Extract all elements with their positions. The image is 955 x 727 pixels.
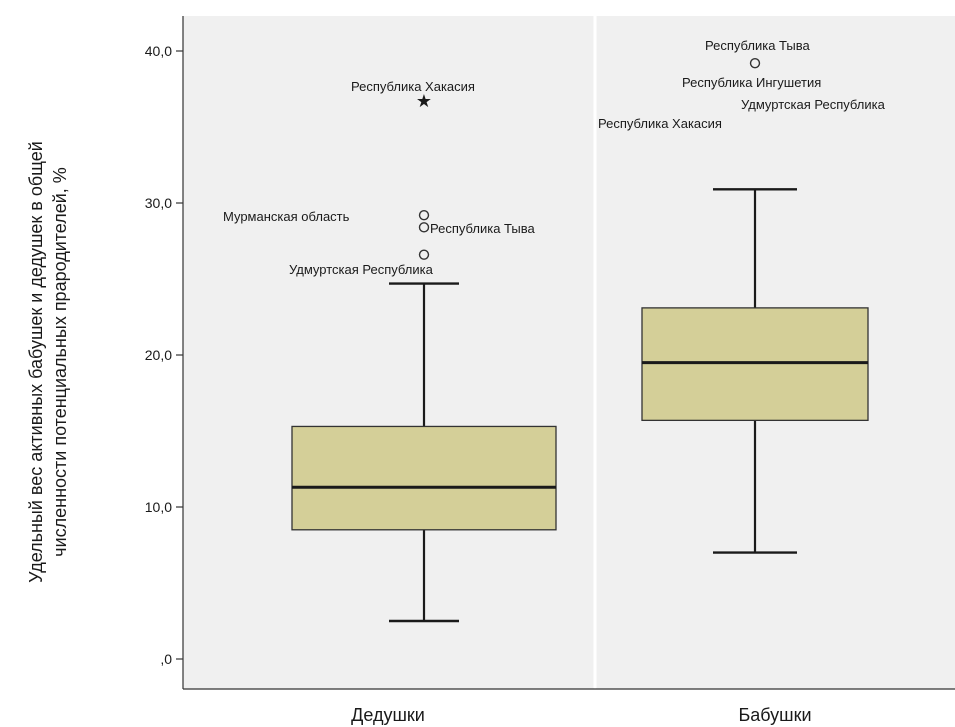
category-label-dedushki: Дедушки [351,705,425,725]
outlier-label: Республика Тыва [705,38,811,53]
y-tick-label: 20,0 [145,347,172,363]
box-babushki [641,307,869,422]
box-group [291,16,869,688]
y-tick-label: 10,0 [145,499,172,515]
outlier-label: Республика Тыва [430,221,536,236]
outlier-label: Республика Хакасия [598,116,722,131]
outlier-label: Республика Ингушетия [682,75,821,90]
plot-panel-left [183,16,594,689]
category-label-babushki: Бабушки [738,705,811,725]
y-axis-title: Удельный вес активных бабушек и дедушек … [26,141,70,583]
outlier-marker-circle [418,222,430,233]
outlier-marker-circle [418,209,430,221]
y-axis-title-line-1: Удельный вес активных бабушек и дедушек … [26,141,46,583]
y-axis-title-line-2: численности потенциальных прародителей, … [50,167,70,557]
y-tick-label: 30,0 [145,195,172,211]
y-axis-ticks: ,0 10,0 20,0 30,0 40,0 [145,43,183,667]
outlier-label: Удмуртская Республика [289,262,434,277]
y-tick-label: 40,0 [145,43,172,59]
y-tick-label: ,0 [160,651,172,667]
box-dedushki [291,425,557,531]
outlier-marker-circle [418,249,430,260]
outlier-marker-circle [749,57,761,69]
outlier-label: Республика Хакасия [351,79,475,94]
outlier-marker-star: ★ [416,91,432,111]
outlier-label: Удмуртская Республика [741,97,886,112]
outlier-label: Мурманская область [223,209,350,224]
